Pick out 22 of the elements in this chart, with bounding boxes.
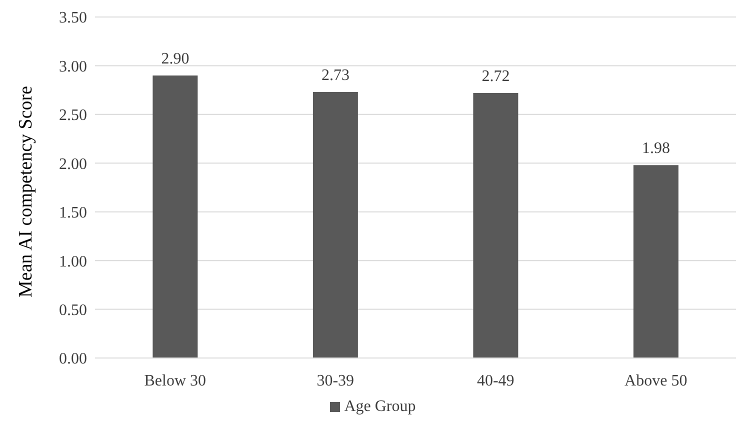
data-label: 2.72 [482, 68, 510, 85]
data-label: 1.98 [642, 140, 670, 158]
y-tick-label: 3.50 [59, 10, 87, 27]
x-tick-label: Above 50 [624, 372, 688, 390]
y-tick-label: 1.00 [59, 253, 87, 270]
y-tick-label: 2.00 [59, 156, 87, 173]
y-tick-label: 3.00 [59, 58, 87, 76]
x-tick-label: Below 30 [144, 372, 206, 390]
y-tick-label: 1.50 [59, 204, 87, 222]
y-tick-label: 2.50 [59, 107, 87, 124]
y-tick-label: 0.50 [59, 302, 87, 319]
data-label: 2.90 [161, 50, 190, 68]
x-tick-label: 30-39 [316, 372, 354, 390]
bar [152, 75, 198, 358]
data-label: 2.73 [321, 67, 350, 84]
legend-label: Age Group [344, 398, 416, 415]
y-tick-label: 0.00 [59, 350, 87, 368]
y-axis-title: Mean AI competency Score [16, 86, 37, 298]
x-tick-label: 40-49 [476, 372, 514, 390]
bar [633, 165, 678, 358]
bar [473, 92, 518, 358]
bar [312, 92, 358, 358]
